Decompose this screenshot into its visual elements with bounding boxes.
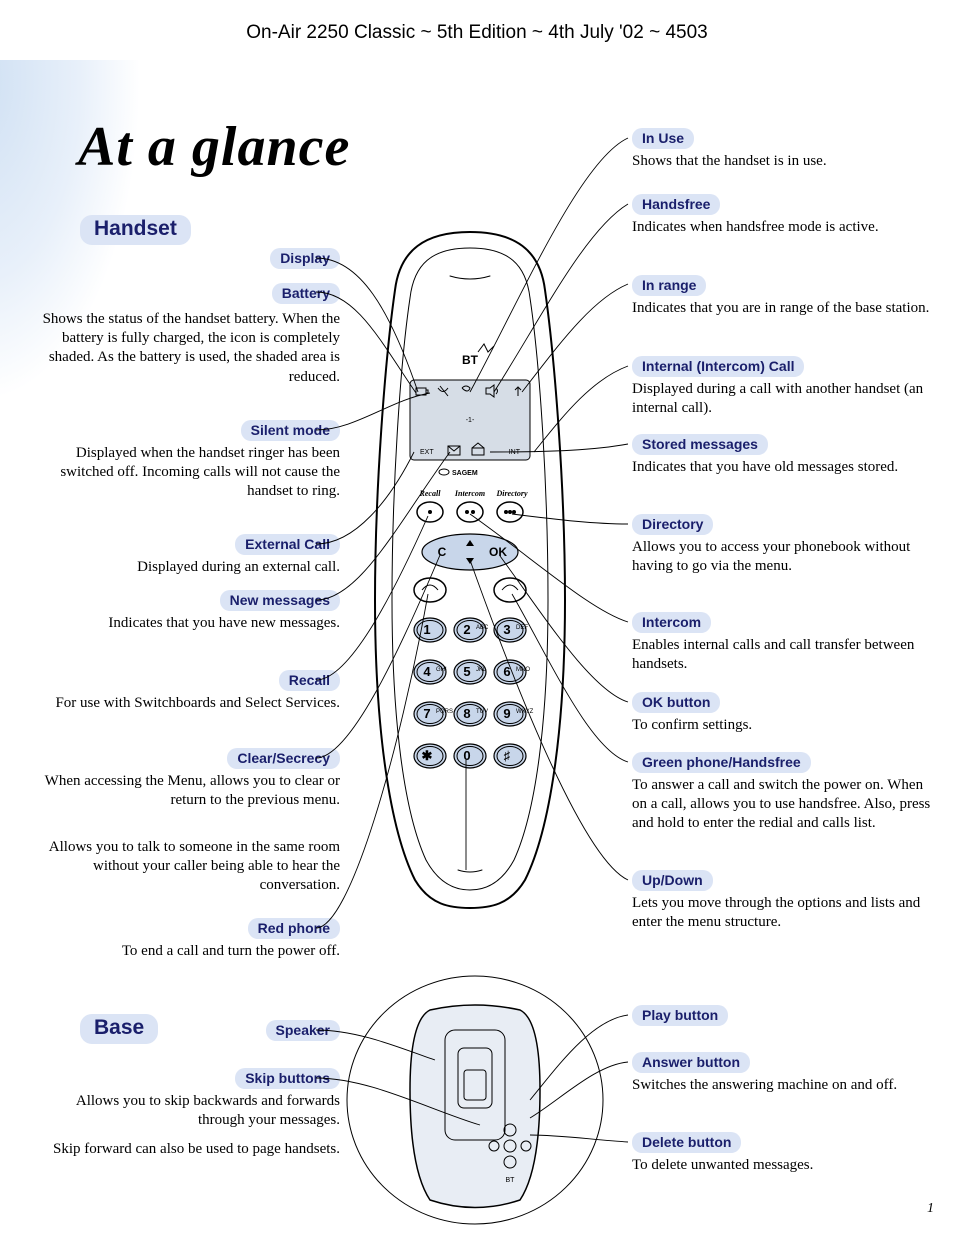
page-header: On-Air 2250 Classic ~ 5th Edition ~ 4th … bbox=[0, 22, 954, 44]
desc-inuse: Shows that the handset is in use. bbox=[632, 152, 932, 171]
pill-answer: Answer button bbox=[632, 1052, 750, 1073]
desc-inrange: Indicates that you are in range of the b… bbox=[632, 299, 932, 318]
desc-external: Displayed during an external call. bbox=[40, 558, 340, 577]
svg-text:OK: OK bbox=[489, 545, 507, 559]
pill-handsfree: Handsfree bbox=[632, 194, 720, 215]
brand-label: BT bbox=[462, 353, 479, 367]
pill-ok: OK button bbox=[632, 692, 720, 713]
pill-directory: Directory bbox=[632, 514, 713, 535]
svg-text:2: 2 bbox=[463, 622, 470, 637]
svg-text:4: 4 bbox=[423, 664, 431, 679]
svg-text:INT: INT bbox=[509, 449, 521, 456]
svg-text:TUV: TUV bbox=[476, 709, 488, 715]
pill-speaker: Speaker bbox=[266, 1020, 340, 1041]
svg-text:PQRS: PQRS bbox=[436, 709, 453, 715]
svg-text:Intercom: Intercom bbox=[454, 489, 485, 498]
pill-battery: Battery bbox=[272, 283, 340, 304]
svg-text:GHI: GHI bbox=[436, 667, 447, 673]
svg-text:WXYZ: WXYZ bbox=[516, 709, 534, 715]
pill-internal: Internal (Intercom) Call bbox=[632, 356, 804, 377]
page: On-Air 2250 Classic ~ 5th Edition ~ 4th … bbox=[0, 0, 954, 1257]
pill-updown: Up/Down bbox=[632, 870, 713, 891]
desc-handsfree: Indicates when handsfree mode is active. bbox=[632, 218, 932, 237]
desc-ok: To confirm settings. bbox=[632, 716, 932, 735]
pill-clear: Clear/Secrecy bbox=[227, 748, 340, 769]
svg-text:8: 8 bbox=[463, 706, 470, 721]
pill-inuse: In Use bbox=[632, 128, 694, 149]
svg-text:EXT: EXT bbox=[420, 449, 434, 456]
desc-battery: Shows the status of the handset battery.… bbox=[40, 310, 340, 387]
svg-text:JKL: JKL bbox=[476, 667, 487, 673]
svg-text:♯: ♯ bbox=[504, 748, 511, 763]
svg-text:-1-: -1- bbox=[466, 417, 475, 424]
svg-text:SAGEM: SAGEM bbox=[452, 470, 478, 477]
desc-delete: To delete unwanted messages. bbox=[632, 1156, 932, 1175]
svg-text:0: 0 bbox=[463, 748, 470, 763]
pill-inrange: In range bbox=[632, 275, 706, 296]
page-title: At a glance bbox=[78, 115, 350, 179]
section-handset: Handset bbox=[80, 215, 191, 245]
desc-green: To answer a call and switch the power on… bbox=[632, 776, 932, 834]
desc-intercom: Enables internal calls and call transfer… bbox=[632, 636, 932, 674]
desc-red: To end a call and turn the power off. bbox=[40, 942, 340, 961]
svg-text:1: 1 bbox=[423, 622, 430, 637]
pill-recall: Recall bbox=[279, 670, 340, 691]
desc-answer: Switches the answering machine on and of… bbox=[632, 1076, 932, 1095]
svg-text:BT: BT bbox=[506, 1177, 516, 1184]
desc-directory: Allows you to access your phonebook with… bbox=[632, 538, 932, 576]
svg-text:ABC: ABC bbox=[476, 625, 489, 631]
desc-newmsg: Indicates that you have new messages. bbox=[40, 614, 340, 633]
pill-display: Display bbox=[270, 248, 340, 269]
svg-text:Directory: Directory bbox=[495, 489, 528, 498]
pill-newmsg: New messages bbox=[220, 590, 340, 611]
svg-text:3: 3 bbox=[503, 622, 510, 637]
svg-text:7: 7 bbox=[423, 706, 430, 721]
handset-diagram: BT -1- EXT bbox=[370, 230, 570, 910]
svg-text:9: 9 bbox=[503, 706, 510, 721]
svg-text:✱: ✱ bbox=[422, 748, 433, 763]
desc-internal: Displayed during a call with another han… bbox=[632, 380, 932, 418]
pill-intercom: Intercom bbox=[632, 612, 711, 633]
desc-silent: Displayed when the handset ringer has be… bbox=[40, 444, 340, 502]
desc-skip2: Skip forward can also be used to page ha… bbox=[40, 1140, 340, 1159]
pill-delete: Delete button bbox=[632, 1132, 741, 1153]
desc-updown: Lets you move through the options and li… bbox=[632, 894, 932, 932]
svg-text:DEF: DEF bbox=[516, 625, 528, 631]
desc-recall: For use with Switchboards and Select Ser… bbox=[40, 694, 340, 713]
svg-text:Recall: Recall bbox=[419, 489, 442, 498]
pill-green: Green phone/Handsfree bbox=[632, 752, 811, 773]
desc-stored: Indicates that you have old messages sto… bbox=[632, 458, 932, 477]
pill-play: Play button bbox=[632, 1005, 728, 1026]
svg-text:C: C bbox=[438, 545, 447, 559]
desc-skip: Allows you to skip backwards and forward… bbox=[40, 1092, 340, 1130]
base-diagram: BT bbox=[340, 970, 610, 1230]
pill-red: Red phone bbox=[248, 918, 340, 939]
pill-silent: Silent mode bbox=[241, 420, 340, 441]
pill-stored: Stored messages bbox=[632, 434, 768, 455]
svg-text:5: 5 bbox=[463, 664, 470, 679]
desc-clear: When accessing the Menu, allows you to c… bbox=[40, 772, 340, 810]
desc-clear2: Allows you to talk to someone in the sam… bbox=[40, 838, 340, 896]
pill-skip: Skip buttons bbox=[235, 1068, 340, 1089]
svg-text:6: 6 bbox=[503, 664, 510, 679]
svg-text:MNO: MNO bbox=[516, 667, 530, 673]
pill-external: External Call bbox=[235, 534, 340, 555]
page-number: 1 bbox=[927, 1201, 934, 1217]
